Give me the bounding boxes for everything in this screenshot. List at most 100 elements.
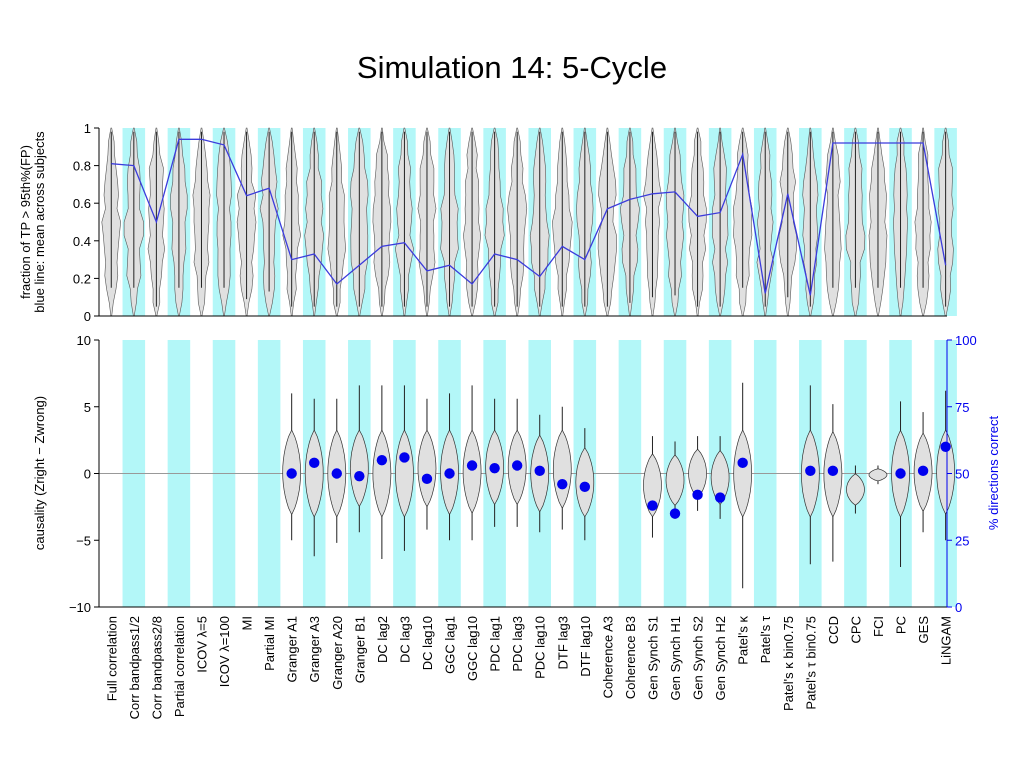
top-violins bbox=[101, 127, 954, 317]
bottom-y2-tick-label: 0 bbox=[955, 600, 962, 615]
percent-correct-marker bbox=[534, 465, 545, 477]
top-y-tick-label: 0 bbox=[84, 309, 91, 324]
percent-correct-marker bbox=[511, 460, 523, 471]
percent-correct-marker bbox=[917, 465, 929, 477]
bottom-violin bbox=[643, 454, 662, 517]
percent-correct-marker bbox=[286, 468, 297, 479]
top-mean-line bbox=[111, 138, 947, 296]
category-label: GES bbox=[916, 616, 931, 644]
bottom-violin bbox=[868, 468, 888, 482]
category-label: Granger A3 bbox=[307, 616, 322, 683]
mean-line-series bbox=[111, 138, 947, 296]
percent-correct-marker bbox=[466, 460, 478, 471]
bottom-y2-tick-label: 50 bbox=[955, 467, 969, 482]
percent-correct-marker bbox=[444, 468, 455, 479]
percent-correct-marker bbox=[805, 465, 816, 477]
category-label: FCI bbox=[871, 616, 886, 637]
percent-correct-marker bbox=[647, 500, 658, 511]
percent-correct-marker bbox=[940, 441, 951, 452]
category-label: ICOV λ=100 bbox=[217, 616, 232, 687]
top-y-tick-label: 0.4 bbox=[73, 234, 91, 249]
category-label: Coherence A3 bbox=[600, 616, 615, 698]
bottom-y2-tick-label: 75 bbox=[955, 400, 969, 415]
category-label: MI bbox=[240, 616, 255, 630]
category-label: LiNGAM bbox=[939, 616, 954, 665]
category-label: Corr bandpass2/8 bbox=[149, 616, 164, 719]
percent-correct-marker bbox=[714, 492, 726, 503]
category-labels: Full correlation Corr bandpass1/2 Corr ban… bbox=[104, 615, 953, 719]
category-label: Gen Synch S2 bbox=[691, 616, 706, 700]
category-label: DC lag3 bbox=[397, 616, 412, 663]
bottom-y2-axis-label: % directions correct bbox=[986, 416, 1001, 531]
percent-correct-marker bbox=[557, 478, 568, 490]
category-label: PDC lag10 bbox=[533, 616, 548, 679]
percent-correct-marker bbox=[895, 468, 906, 479]
category-label: DTF lag3 bbox=[555, 616, 570, 669]
category-label: ICOV λ=5 bbox=[195, 616, 210, 673]
category-label: Partial MI bbox=[262, 616, 277, 671]
category-label: PC bbox=[894, 616, 909, 634]
bottom-y-tick-label: −5 bbox=[76, 533, 91, 548]
bottom-y-axis-label: causality (Zright − Zwrong) bbox=[32, 396, 47, 550]
bottom-violin bbox=[665, 455, 685, 506]
category-label: CCD bbox=[826, 616, 841, 644]
category-label: GGC lag1 bbox=[443, 616, 458, 674]
percent-correct-marker bbox=[489, 462, 500, 474]
category-label: Patel's κ bbox=[736, 616, 751, 665]
percent-correct-marker bbox=[692, 489, 703, 501]
percent-correct-marker bbox=[399, 452, 410, 463]
category-label: DC lag2 bbox=[375, 616, 390, 663]
bottom-violin bbox=[395, 430, 414, 517]
bottom-y-tick-label: 5 bbox=[84, 400, 91, 415]
bottom-markers bbox=[286, 441, 951, 519]
percent-correct-marker bbox=[669, 508, 681, 519]
percent-correct-marker bbox=[309, 457, 320, 469]
bottom-violin bbox=[304, 430, 324, 517]
category-label: Patel's τ bin0.75 bbox=[803, 616, 818, 710]
top-y-axis-label: fraction of TP > 95th%(FP)blue line: mea… bbox=[18, 131, 47, 313]
bottom-violin bbox=[710, 450, 730, 505]
category-label: Partial correlation bbox=[172, 616, 187, 717]
percent-correct-marker bbox=[354, 470, 365, 482]
percent-correct-marker bbox=[579, 481, 591, 493]
category-label: CPC bbox=[848, 616, 863, 643]
category-label: Corr bandpass1/2 bbox=[127, 616, 142, 719]
top-y-tick-label: 1 bbox=[84, 121, 91, 136]
category-label: Granger A1 bbox=[285, 616, 300, 683]
bottom-y-tick-label: 10 bbox=[77, 333, 91, 348]
category-label: Granger A20 bbox=[330, 616, 345, 690]
bottom-violin bbox=[936, 430, 955, 514]
bottom-y2-tick-label: 100 bbox=[955, 333, 977, 348]
percent-correct-marker bbox=[737, 457, 748, 469]
category-label: Patel's κ bin0.75 bbox=[781, 616, 796, 711]
bottom-y-tick-label: −10 bbox=[69, 600, 91, 615]
percent-correct-marker bbox=[421, 473, 433, 485]
bottom-violin bbox=[552, 430, 572, 508]
bottom-violin bbox=[372, 430, 392, 517]
top-y-tick-label: 0.6 bbox=[73, 196, 91, 211]
category-label: Gen Synch H1 bbox=[668, 616, 683, 701]
category-label: PDC lag1 bbox=[488, 616, 503, 672]
category-label: DC lag10 bbox=[420, 616, 435, 670]
top-y-tick-label: 0.2 bbox=[73, 271, 91, 286]
bottom-violins bbox=[282, 382, 955, 589]
percent-correct-marker bbox=[331, 468, 342, 479]
top-y-axis-label-line2: blue line: mean across subjects bbox=[32, 131, 47, 313]
top-axes: 0 0.2 0.4 0.6 0.8 1 fraction of TP > 95th%(FP)… bbox=[18, 121, 947, 324]
slide-title: Simulation 14: 5-Cycle bbox=[356, 50, 668, 85]
bottom-violin bbox=[733, 430, 753, 517]
category-label: Patel's τ bbox=[758, 615, 773, 663]
category-label: Gen Synch H2 bbox=[713, 616, 728, 701]
top-y-tick-label: 0.8 bbox=[73, 159, 91, 174]
bottom-violin bbox=[349, 430, 369, 507]
percent-correct-marker bbox=[376, 454, 388, 466]
percent-correct-marker bbox=[827, 465, 839, 477]
top-y-axis-label-line1: fraction of TP > 95th%(FP) bbox=[18, 145, 33, 299]
bottom-y-tick-label: 0 bbox=[84, 467, 91, 482]
category-label: DTF lag10 bbox=[578, 616, 593, 677]
bottom-violin bbox=[462, 430, 482, 513]
bottom-violin bbox=[846, 473, 865, 506]
category-label: PDC lag3 bbox=[510, 616, 525, 672]
